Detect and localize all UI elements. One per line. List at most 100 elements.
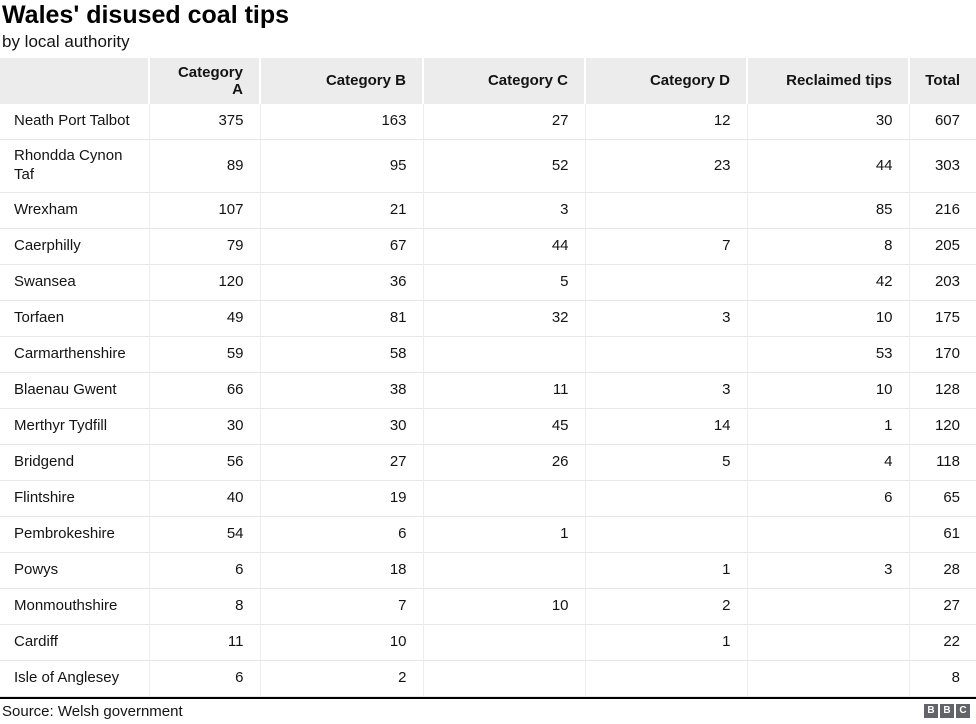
value-cell [422, 335, 585, 373]
authority-name-cell: Flintshire [0, 479, 149, 517]
value-cell: 58 [259, 335, 423, 373]
value-cell: 81 [259, 299, 423, 337]
value-cell: 66 [148, 371, 260, 409]
value-cell [584, 515, 747, 553]
value-cell: 22 [908, 623, 976, 661]
value-cell: 28 [908, 551, 976, 589]
authority-name-cell: Swansea [0, 263, 149, 301]
value-cell [746, 587, 909, 625]
value-cell: 53 [746, 335, 909, 373]
table-row: Powys 6 18 1 3 28 [0, 551, 976, 589]
column-header: Category C [422, 57, 585, 104]
value-cell: 30 [259, 407, 423, 445]
value-cell [422, 659, 585, 697]
value-cell: 107 [148, 191, 260, 229]
value-cell: 203 [908, 263, 976, 301]
value-cell: 3 [584, 299, 747, 337]
table-row: Cardiff 11 10 1 22 [0, 623, 976, 661]
value-cell: 56 [148, 443, 260, 481]
value-cell: 14 [584, 407, 747, 445]
value-cell: 38 [259, 371, 423, 409]
value-cell: 79 [148, 227, 260, 265]
value-cell: 175 [908, 299, 976, 337]
value-cell: 52 [422, 139, 585, 193]
value-cell: 10 [746, 371, 909, 409]
value-cell: 375 [148, 103, 260, 140]
column-header: Total [908, 57, 976, 104]
column-header: Category A [148, 57, 260, 104]
value-cell: 30 [746, 103, 909, 140]
value-cell [422, 623, 585, 661]
bbc-logo-letter: B [940, 704, 954, 719]
value-cell: 118 [908, 443, 976, 481]
authority-name-cell: Monmouthshire [0, 587, 149, 625]
value-cell: 65 [908, 479, 976, 517]
title-block: Wales' disused coal tips by local author… [0, 0, 976, 58]
table-row: Monmouthshire 8 7 10 2 27 [0, 587, 976, 625]
value-cell: 1 [584, 623, 747, 661]
authority-name-cell: Carmarthenshire [0, 335, 149, 373]
value-cell: 19 [259, 479, 423, 517]
page-subtitle: by local authority [2, 31, 130, 51]
value-cell: 3 [584, 371, 747, 409]
value-cell: 18 [259, 551, 423, 589]
value-cell: 6 [148, 659, 260, 697]
authority-name-cell: Blaenau Gwent [0, 371, 149, 409]
table-row: Torfaen 49 81 32 3 10 175 [0, 299, 976, 337]
value-cell: 4 [746, 443, 909, 481]
value-cell: 44 [422, 227, 585, 265]
value-cell: 120 [908, 407, 976, 445]
value-cell: 12 [584, 103, 747, 140]
value-cell [746, 659, 909, 697]
authority-name-cell: Cardiff [0, 623, 149, 661]
value-cell: 8 [746, 227, 909, 265]
table-row: Caerphilly 79 67 44 7 8 205 [0, 227, 976, 265]
value-cell: 32 [422, 299, 585, 337]
value-cell: 21 [259, 191, 423, 229]
table-row: Carmarthenshire 59 58 53 170 [0, 335, 976, 373]
value-cell: 40 [148, 479, 260, 517]
value-cell: 120 [148, 263, 260, 301]
value-cell: 85 [746, 191, 909, 229]
value-cell: 59 [148, 335, 260, 373]
value-cell: 5 [584, 443, 747, 481]
value-cell: 1 [584, 551, 747, 589]
value-cell: 8 [148, 587, 260, 625]
authority-name-cell: Rhondda Cynon Taf [0, 139, 149, 193]
value-cell: 128 [908, 371, 976, 409]
value-cell: 26 [422, 443, 585, 481]
value-cell [746, 623, 909, 661]
table-row: Wrexham 107 21 3 85 216 [0, 191, 976, 229]
table-row: Rhondda Cynon Taf 89 95 52 23 44 303 [0, 139, 976, 193]
value-cell: 7 [259, 587, 423, 625]
value-cell: 2 [259, 659, 423, 697]
table-row: Swansea 120 36 5 42 203 [0, 263, 976, 301]
table-row: Merthyr Tydfill 30 30 45 14 1 120 [0, 407, 976, 445]
header-row: Category A Category B Category C Category D… [0, 57, 976, 104]
authority-name-cell: Merthyr Tydfill [0, 407, 149, 445]
value-cell: 6 [259, 515, 423, 553]
column-header: Category B [259, 57, 423, 104]
value-cell: 8 [908, 659, 976, 697]
column-header: Reclaimed tips [746, 57, 909, 104]
value-cell: 44 [746, 139, 909, 193]
authority-name-cell: Wrexham [0, 191, 149, 229]
value-cell: 1 [422, 515, 585, 553]
table-header-row: Category A Category B Category C Category D… [0, 57, 976, 104]
value-cell: 11 [422, 371, 585, 409]
value-cell: 36 [259, 263, 423, 301]
value-cell: 6 [148, 551, 260, 589]
value-cell [584, 335, 747, 373]
value-cell: 10 [746, 299, 909, 337]
value-cell: 163 [259, 103, 423, 140]
authority-name-cell: Torfaen [0, 299, 149, 337]
bbc-logo-letter: C [956, 704, 970, 719]
value-cell: 2 [584, 587, 747, 625]
value-cell [746, 515, 909, 553]
authority-name-cell: Caerphilly [0, 227, 149, 265]
authority-name-cell: Powys [0, 551, 149, 589]
value-cell [422, 551, 585, 589]
value-cell: 23 [584, 139, 747, 193]
value-cell: 3 [746, 551, 909, 589]
value-cell: 27 [908, 587, 976, 625]
